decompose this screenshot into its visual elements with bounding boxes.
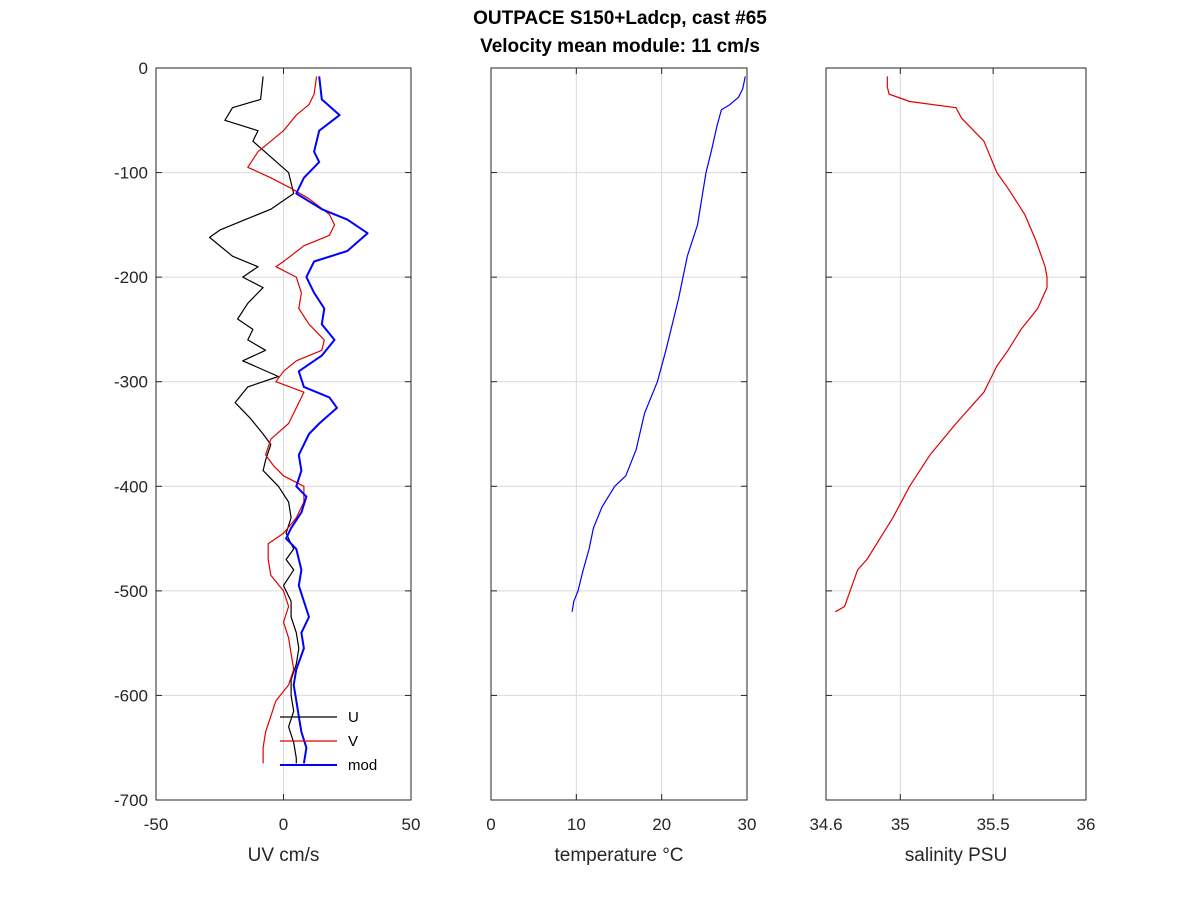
temperature-xtick-label: 30 [738, 815, 757, 834]
depth-ytick-label: -100 [114, 164, 148, 183]
depth-ytick-label: -500 [114, 582, 148, 601]
salinity-axes-frame [825, 67, 1087, 801]
temperature-xtick-label: 0 [486, 815, 495, 834]
depth-ytick-label: -300 [114, 373, 148, 392]
mod-series-line [285, 76, 369, 764]
salinity-plot-area [826, 68, 1086, 800]
salinity-xaxis-label: salinity PSU [905, 845, 1007, 866]
temperature-panel: 0 10 20 30 temperature °C [486, 67, 757, 866]
legend-label-u: U [348, 709, 359, 726]
depth-ytick-label: -600 [114, 686, 148, 705]
velocity-xtick-label: 0 [279, 815, 288, 834]
temperature-series-line [571, 76, 746, 612]
depth-ytick-label: -700 [114, 791, 148, 810]
temperature-plot-area [491, 68, 747, 800]
velocity-xaxis-label: UV cm/s [248, 845, 320, 866]
depth-ytick-label: -200 [114, 268, 148, 287]
salinity-xtick-label: 35 [891, 815, 910, 834]
depth-ytick-label: 0 [139, 59, 148, 78]
salinity-xtick-label: 34.6 [809, 815, 842, 834]
temperature-xaxis-label: temperature °C [554, 845, 683, 866]
salinity-xtick-label: 36 [1077, 815, 1096, 834]
temperature-xtick-label: 10 [567, 815, 586, 834]
legend-label-mod: mod [348, 757, 377, 774]
temperature-axes-frame [490, 67, 748, 801]
temperature-xtick-label: 20 [652, 815, 671, 834]
chart-title-line-2: Velocity mean module: 11 cm/s [480, 36, 760, 57]
legend-label-v: V [348, 733, 358, 750]
velocity-xtick-label: 50 [402, 815, 421, 834]
velocity-xtick-label: -50 [144, 815, 169, 834]
salinity-panel: 34.6 35 35.5 36 salinity PSU [809, 67, 1096, 866]
salinity-series-line [835, 76, 1048, 613]
depth-ytick-label: -400 [114, 477, 148, 496]
u-series-line [209, 76, 300, 764]
salinity-xtick-label: 35.5 [977, 815, 1010, 834]
chart-title-line-1: OUTPACE S150+Ladcp, cast #65 [473, 8, 767, 29]
